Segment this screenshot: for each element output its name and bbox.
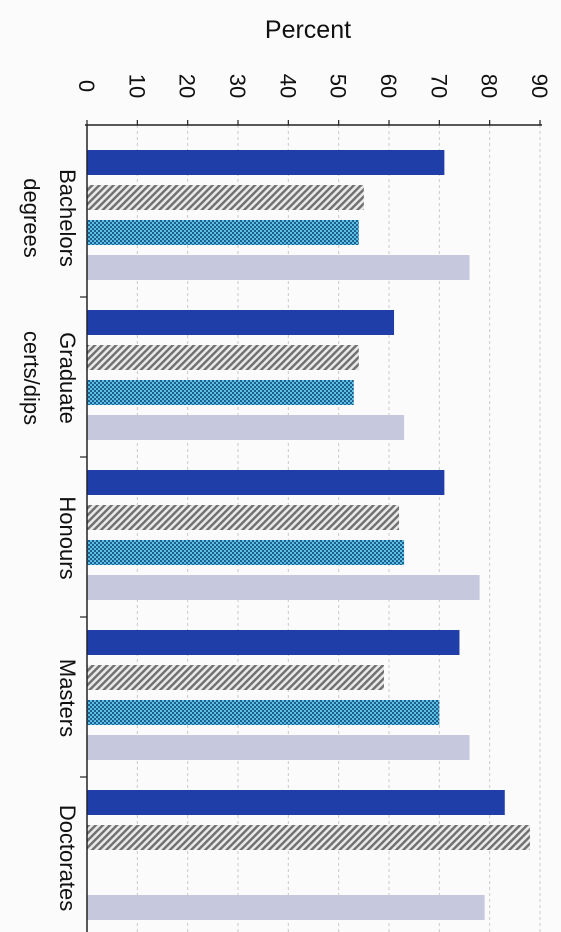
bar-0-0 — [87, 150, 445, 175]
bar-4-0 — [87, 790, 505, 815]
category-label-0-0: Bachelors — [55, 169, 80, 267]
bar-1-0 — [87, 310, 395, 335]
bar-3-3 — [87, 735, 470, 760]
bar-1-1 — [87, 345, 359, 370]
bar-0-3 — [87, 255, 470, 280]
category-label-3-0: Masters — [55, 659, 80, 737]
bar-4-1 — [87, 825, 530, 850]
category-label-1-1: certs/dips — [19, 331, 44, 425]
tick-label-50: 50 — [326, 74, 351, 98]
bar-3-1 — [87, 665, 384, 690]
bar-2-1 — [87, 505, 400, 530]
value-axis: 0 10 20 30 40 50 60 70 80 90 — [74, 74, 552, 126]
category-axis: Bachelors degrees Graduate certs/dips Honour… — [19, 125, 88, 932]
bar-1-2 — [87, 380, 354, 405]
bar-2-2 — [87, 540, 405, 565]
tick-label-90: 90 — [527, 74, 552, 98]
bars — [87, 150, 530, 920]
tick-label-20: 20 — [175, 74, 200, 98]
tick-label-70: 70 — [426, 74, 451, 98]
value-axis-title: Percent — [265, 16, 351, 44]
tick-label-60: 60 — [376, 74, 401, 98]
category-label-2-0: Honours — [55, 496, 80, 579]
bar-1-3 — [87, 415, 405, 440]
category-label-1-0: Graduate — [55, 332, 80, 424]
tick-label-30: 30 — [225, 74, 250, 98]
bar-3-0 — [87, 630, 460, 655]
bar-0-2 — [87, 220, 359, 245]
bar-2-3 — [87, 575, 480, 600]
category-label-0-1: degrees — [19, 178, 44, 258]
bar-4-3 — [87, 895, 485, 920]
tick-label-10: 10 — [124, 74, 149, 98]
bar-3-2 — [87, 700, 440, 725]
tick-label-80: 80 — [477, 74, 502, 98]
tick-label-40: 40 — [275, 74, 300, 98]
category-label-4-0: Doctorates — [55, 805, 80, 911]
bar-0-1 — [87, 185, 364, 210]
tick-label-0: 0 — [74, 80, 99, 92]
bar-2-0 — [87, 470, 445, 495]
